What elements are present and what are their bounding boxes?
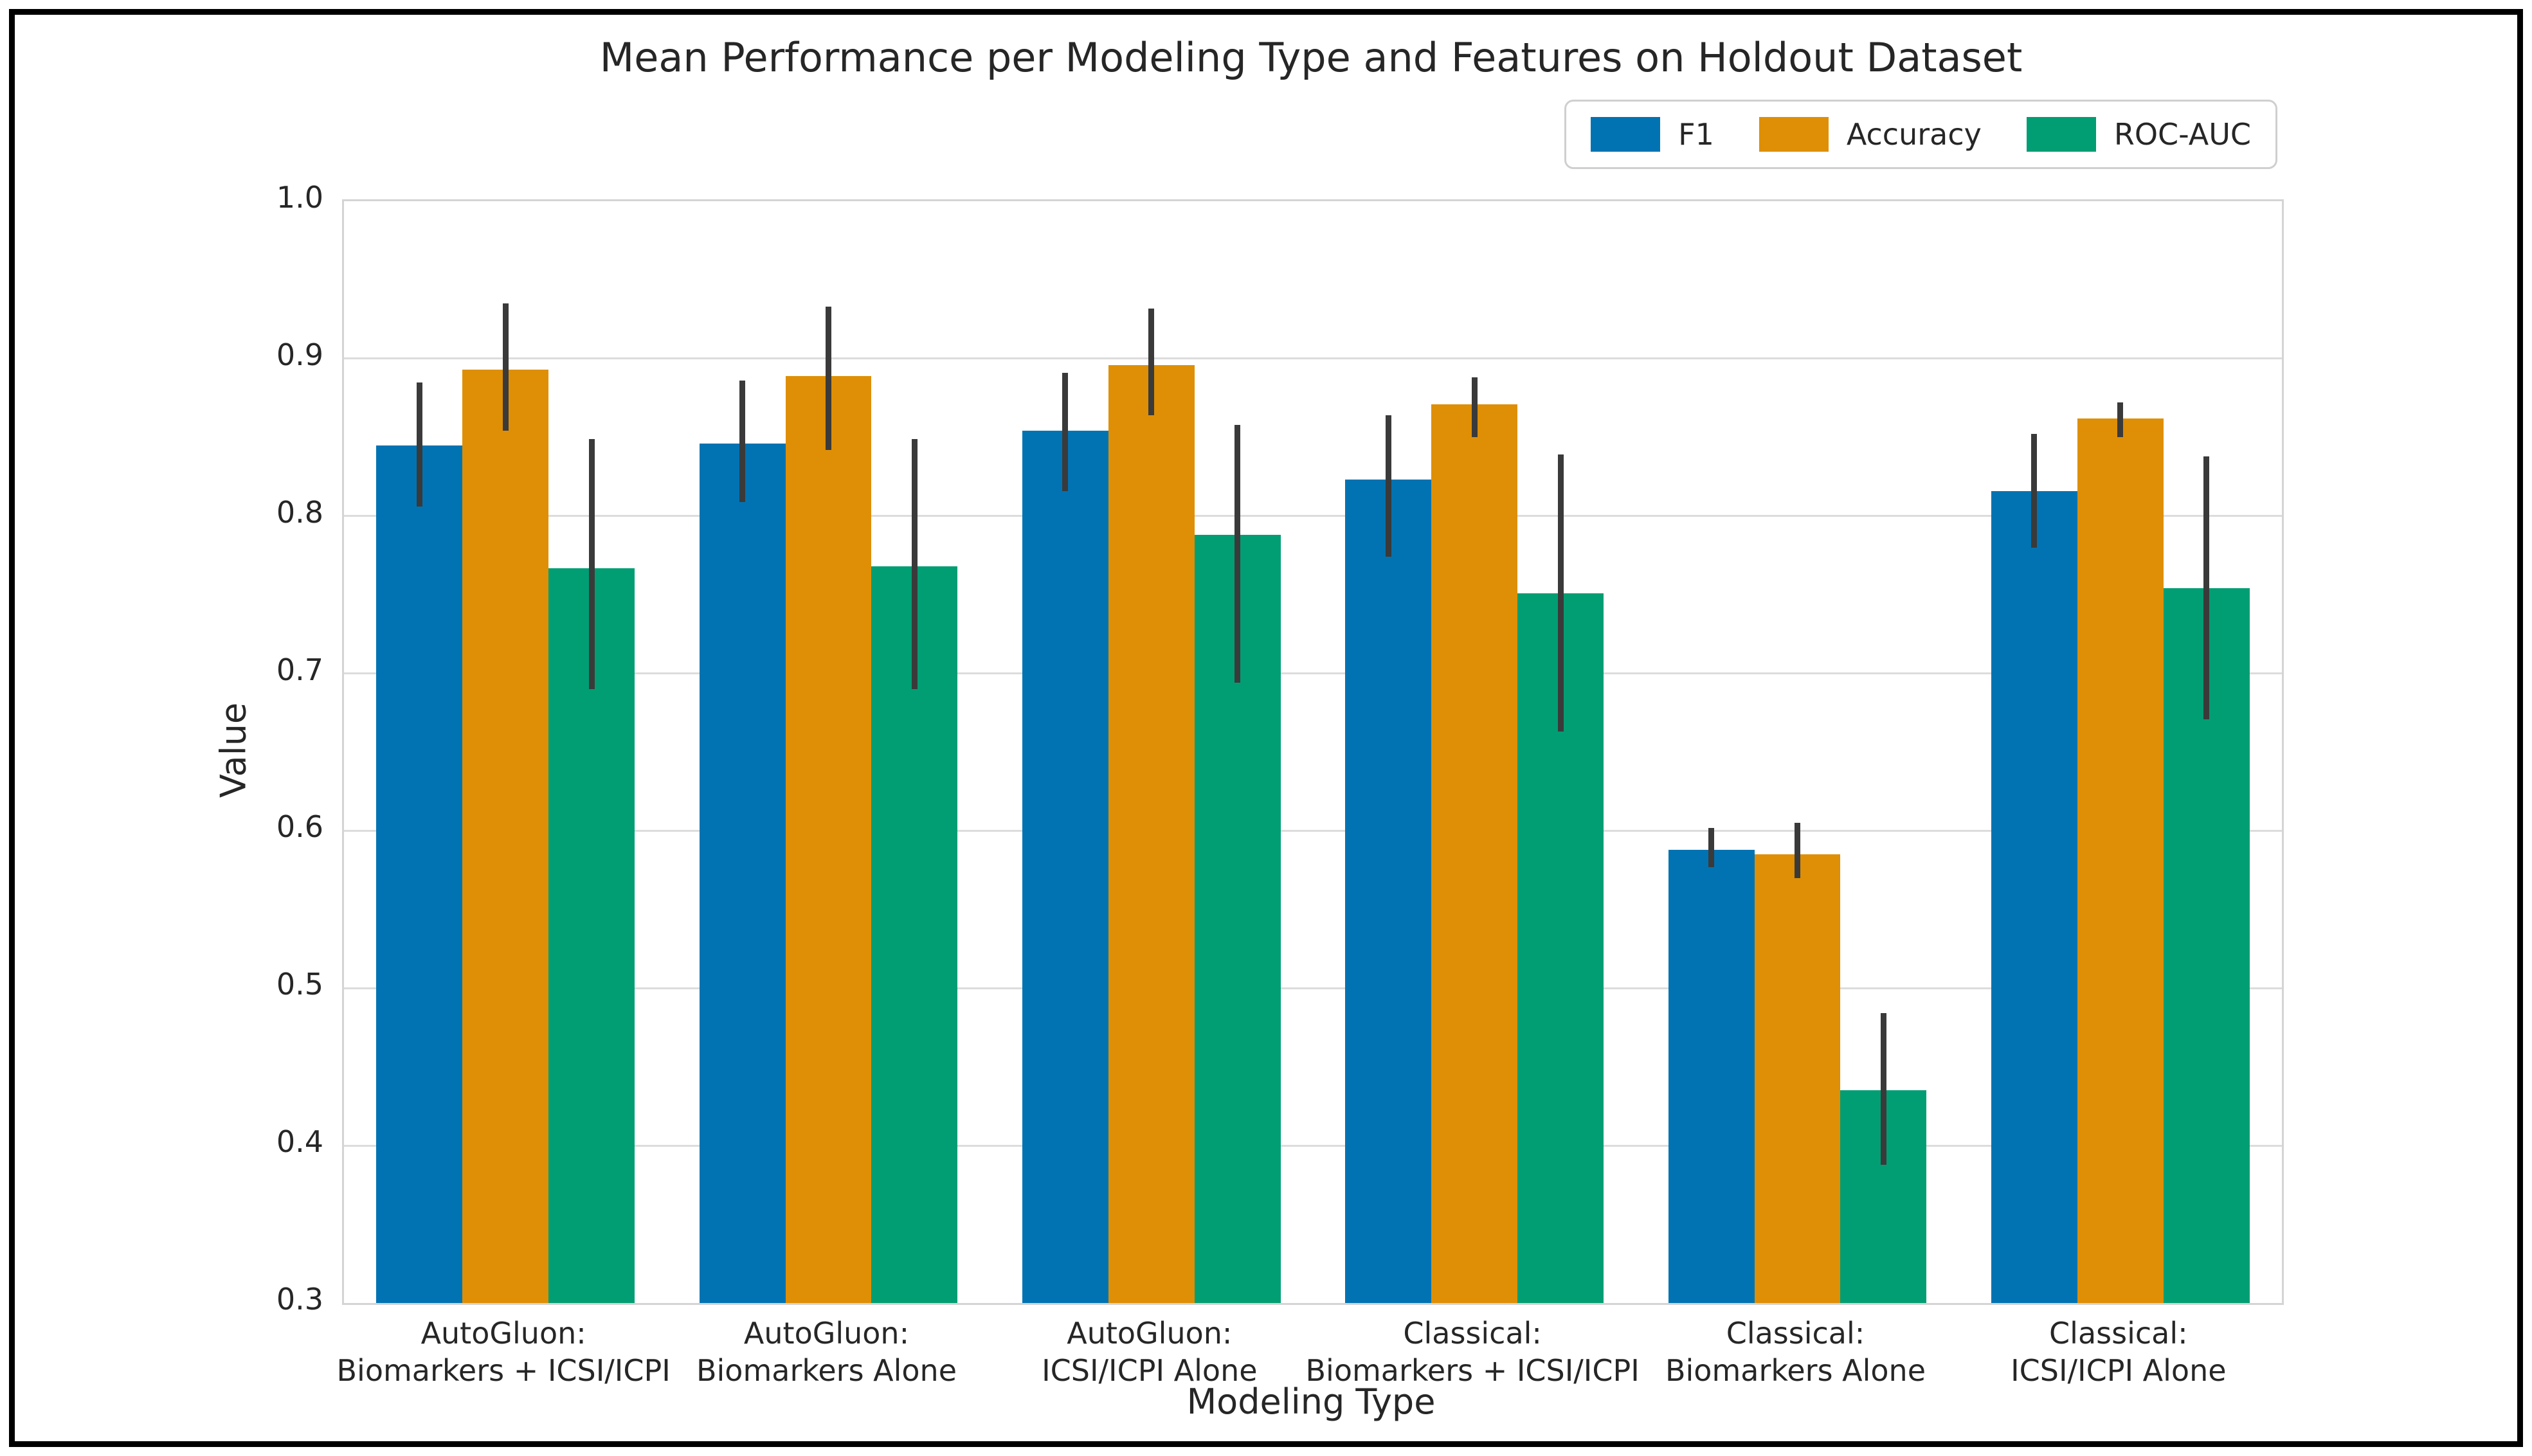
bar-f1-group-4: [1345, 480, 1432, 1303]
legend-label: ROC-AUC: [2113, 117, 2251, 152]
error-bar-f1-group-1: [416, 382, 422, 507]
chart-title: Mean Performance per Modeling Type and F…: [599, 34, 2023, 81]
x-tick-line1: AutoGluon:: [420, 1316, 586, 1351]
error-bar-accuracy-group-5: [1795, 823, 1800, 878]
bar-accuracy-group-1: [462, 369, 549, 1303]
x-tick-line2: Biomarkers Alone: [696, 1353, 957, 1388]
x-tick-line1: Classical:: [2049, 1316, 2188, 1351]
y-tick-label: 0.9: [276, 337, 323, 372]
bar-roc-auc-group-2: [871, 566, 958, 1303]
legend: F1 Accuracy ROC-AUC: [1564, 100, 2277, 169]
gridline: [344, 357, 2282, 360]
error-bar-roc-auc-group-3: [1234, 424, 1241, 683]
figure-frame: Mean Performance per Modeling Type and F…: [9, 9, 2523, 1447]
error-bar-accuracy-group-1: [502, 303, 509, 431]
bar-f1-group-1: [376, 445, 463, 1303]
legend-swatch-icon: [1591, 117, 1661, 152]
bar-roc-auc-group-1: [548, 568, 635, 1303]
gridline: [344, 829, 2282, 832]
legend-swatch-icon: [2026, 117, 2096, 152]
x-tick-line2: Biomarkers + ICSI/ICPI: [1305, 1353, 1640, 1388]
y-tick-label: 0.5: [276, 967, 323, 1002]
error-bar-accuracy-group-6: [2117, 402, 2124, 438]
bar-accuracy-group-4: [1431, 404, 1518, 1303]
bar-f1-group-3: [1022, 431, 1108, 1303]
x-tick-label: Classical: Biomarkers + ICSI/ICPI: [1273, 1315, 1672, 1389]
legend-item-accuracy: Accuracy: [1759, 117, 1982, 152]
gridline: [344, 672, 2282, 675]
error-bar-accuracy-group-4: [1471, 377, 1478, 438]
y-tick-label: 0.4: [276, 1124, 323, 1160]
bar-accuracy-group-5: [1754, 854, 1841, 1303]
error-bar-f1-group-4: [1385, 415, 1391, 557]
x-axis-title: Modeling Type: [1186, 1381, 1436, 1422]
error-bar-roc-auc-group-4: [1557, 454, 1564, 732]
y-tick-label: 0.6: [276, 809, 323, 845]
error-bar-roc-auc-group-5: [1880, 1013, 1886, 1165]
x-tick-line1: Classical:: [1726, 1316, 1865, 1351]
error-bar-f1-group-2: [739, 381, 746, 502]
x-tick-line2: ICSI/ICPI Alone: [1042, 1353, 1258, 1388]
y-tick-label: 0.7: [276, 652, 323, 687]
x-tick-label: AutoGluon: Biomarkers + ICSI/ICPI: [304, 1315, 703, 1389]
y-tick-label: 0.8: [276, 494, 323, 530]
error-bar-f1-group-5: [1708, 827, 1715, 867]
error-bar-accuracy-group-2: [826, 307, 831, 450]
x-tick-label: Classical: ICSI/ICPI Alone: [1919, 1315, 2318, 1389]
plot-area: [342, 199, 2284, 1305]
legend-label: Accuracy: [1846, 117, 1982, 152]
error-bar-f1-group-6: [2031, 434, 2038, 548]
x-tick-line1: AutoGluon:: [743, 1316, 910, 1351]
legend-swatch-icon: [1759, 117, 1829, 152]
bar-accuracy-group-6: [2077, 418, 2164, 1303]
legend-item-f1: F1: [1591, 117, 1714, 152]
legend-label: F1: [1678, 117, 1714, 152]
error-bar-roc-auc-group-6: [2203, 456, 2210, 719]
x-tick-line1: Classical:: [1403, 1316, 1542, 1351]
gridline: [344, 515, 2282, 517]
y-tick-label: 1.0: [276, 180, 323, 215]
bar-f1-group-5: [1668, 849, 1755, 1303]
x-tick-label: Classical: Biomarkers Alone: [1596, 1315, 1995, 1389]
error-bar-roc-auc-group-2: [911, 438, 918, 690]
error-bar-accuracy-group-3: [1148, 308, 1155, 415]
x-tick-line2: Biomarkers + ICSI/ICPI: [336, 1353, 671, 1388]
gridline: [344, 987, 2282, 989]
y-tick-label: 0.3: [276, 1282, 323, 1317]
x-tick-label: AutoGluon: Biomarkers Alone: [628, 1315, 1026, 1389]
error-bar-f1-group-3: [1062, 372, 1069, 491]
x-tick-line2: ICSI/ICPI Alone: [2011, 1353, 2227, 1388]
bar-f1-group-6: [1991, 490, 2077, 1303]
legend-item-roc-auc: ROC-AUC: [2026, 117, 2251, 152]
bar-accuracy-group-2: [785, 375, 872, 1303]
gridline: [344, 1144, 2282, 1147]
y-axis-title: Value: [213, 702, 254, 798]
bar-f1-group-2: [699, 444, 786, 1303]
error-bar-roc-auc-group-1: [588, 438, 595, 690]
x-tick-line1: AutoGluon:: [1067, 1316, 1233, 1351]
x-tick-label: AutoGluon: ICSI/ICPI Alone: [950, 1315, 1349, 1389]
bar-accuracy-group-3: [1108, 364, 1195, 1303]
x-tick-line2: Biomarkers Alone: [1665, 1353, 1926, 1388]
